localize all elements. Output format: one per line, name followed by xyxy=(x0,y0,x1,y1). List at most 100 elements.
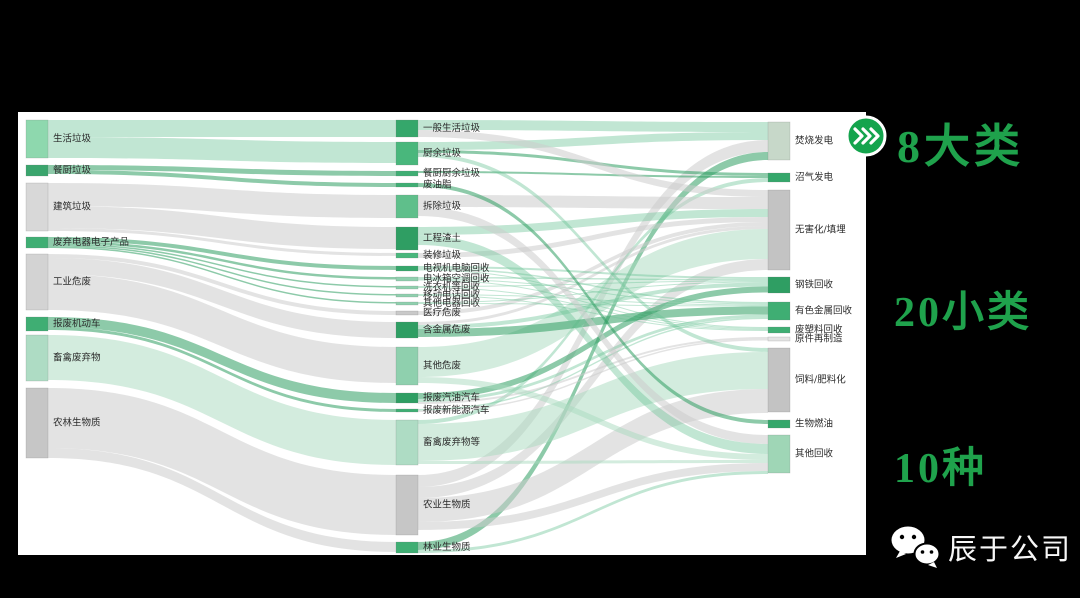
sankey-node-label-M4: 拆除垃圾 xyxy=(423,200,462,212)
sankey-link-M11-R3 xyxy=(418,281,768,303)
sankey-node-label-R5: 废塑料回收 xyxy=(795,324,843,336)
sankey-node-label-L0: 生活垃圾 xyxy=(53,133,92,145)
annotation-8-categories: 8大类 xyxy=(897,121,1024,172)
sankey-node-label-M19: 林业生物质 xyxy=(423,541,471,553)
sankey-link-M1-R0 xyxy=(418,132,768,150)
sankey-link-L2-M6 xyxy=(48,228,396,256)
sankey-node-label-M10: 移动电话回收 xyxy=(423,289,481,301)
sankey-node-R1 xyxy=(767,172,791,183)
brand-footer: 辰于公司 xyxy=(890,524,1072,570)
sankey-node-L1 xyxy=(25,164,49,177)
sankey-node-label-M16: 报废新能源汽车 xyxy=(423,404,490,416)
sankey-link-M18-R2 xyxy=(418,259,768,498)
sankey-link-M4-R9 xyxy=(418,207,768,444)
sankey-link-L7-M19 xyxy=(48,448,396,552)
sankey-node-label-M14: 其他危废 xyxy=(423,360,462,372)
sankey-link-M7-R3 xyxy=(418,266,768,279)
sankey-node-L2 xyxy=(25,182,49,232)
sankey-link-M8-R3 xyxy=(418,277,768,281)
sankey-node-R2 xyxy=(767,189,791,271)
annotation-10-types: 10种 xyxy=(894,446,988,492)
sankey-link-M0-R0 xyxy=(418,120,768,132)
sankey-link-L4-M13 xyxy=(48,258,396,338)
sankey-link-M4-R2 xyxy=(418,195,768,209)
sankey-node-L0 xyxy=(25,119,49,159)
sankey-node-M4 xyxy=(395,194,419,219)
sankey-link-M7-R5 xyxy=(418,269,768,328)
sankey-node-label-M9: 洗衣机等回收 xyxy=(423,281,481,293)
sankey-node-label-M3: 废油脂 xyxy=(423,179,452,191)
forward-chevrons-icon xyxy=(845,115,887,157)
sankey-node-label-R1: 沼气发电 xyxy=(795,171,834,183)
sankey-node-M1 xyxy=(395,141,419,166)
sankey-node-label-L2: 建筑垃圾 xyxy=(53,201,92,213)
sankey-link-M18-R7 xyxy=(418,389,768,522)
sankey-link-M13-R2 xyxy=(418,226,768,325)
sankey-link-M16-R6 xyxy=(418,339,768,412)
sankey-node-label-M17: 畜禽废弃物等 xyxy=(423,436,481,448)
sankey-node-R3 xyxy=(767,276,791,294)
sankey-link-L3-M11 xyxy=(48,246,396,304)
sankey-link-M14-R9 xyxy=(418,377,768,460)
sankey-link-M12-R2 xyxy=(418,222,768,315)
sankey-link-M15-R3 xyxy=(418,286,768,399)
sankey-node-label-R8: 生物燃油 xyxy=(795,418,833,430)
sankey-node-M9 xyxy=(395,285,419,290)
sankey-link-M3-R8 xyxy=(418,183,768,424)
sankey-node-label-M2: 餐厨厨余垃圾 xyxy=(423,167,481,179)
sankey-node-R7 xyxy=(767,347,791,413)
sankey-node-label-L6: 畜禽废弃物 xyxy=(53,352,101,364)
sankey-node-M11 xyxy=(395,301,419,306)
sankey-link-M0-R2 xyxy=(418,130,768,197)
sankey-link-M2-R1 xyxy=(418,171,768,178)
sankey-node-label-M6: 装修垃圾 xyxy=(423,249,462,261)
sankey-node-M12 xyxy=(395,310,419,316)
sankey-node-M18 xyxy=(395,474,419,536)
sankey-link-M9-R3 xyxy=(418,280,768,287)
sankey-link-L4-M12 xyxy=(48,254,396,315)
sankey-node-M19 xyxy=(395,541,419,554)
sankey-link-L6-M17 xyxy=(48,335,396,465)
sankey-link-M5-R2 xyxy=(418,209,768,235)
sankey-node-label-R2: 无害化/填埋 xyxy=(795,224,846,236)
sankey-link-M13-R3 xyxy=(418,282,768,329)
sankey-link-L5-M15 xyxy=(48,317,396,403)
sankey-node-label-M12: 医疗危废 xyxy=(423,307,462,319)
sankey-node-R8 xyxy=(767,419,791,429)
sankey-node-label-R3: 钢铁回收 xyxy=(795,279,834,291)
sankey-node-R6 xyxy=(767,336,791,342)
sankey-link-L3-M8 xyxy=(48,241,396,280)
sankey-node-M16 xyxy=(395,408,419,413)
sankey-link-M19-R0 xyxy=(418,152,768,550)
sankey-link-L1-M3 xyxy=(48,170,396,187)
sankey-node-label-R7: 饲料/肥料化 xyxy=(795,374,846,386)
sankey-node-L4 xyxy=(25,253,49,311)
sankey-link-L3-M7 xyxy=(48,237,396,270)
sankey-node-label-M11: 其他电器回收 xyxy=(423,297,481,309)
sankey-link-M19-R9 xyxy=(418,471,768,553)
sankey-node-label-M8: 电冰箱空调回收 xyxy=(423,273,490,285)
sankey-node-M6 xyxy=(395,252,419,259)
sankey-link-L7-M18 xyxy=(48,388,396,535)
sankey-link-L2-M4 xyxy=(48,183,396,218)
sankey-node-label-M13: 含金属危废 xyxy=(423,324,471,336)
sankey-link-M9-R5 xyxy=(418,287,768,330)
sankey-link-M17-R7 xyxy=(418,352,768,461)
sankey-link-L4-M14 xyxy=(48,274,396,383)
sankey-link-M18-R9 xyxy=(418,463,768,530)
sankey-node-R4 xyxy=(767,301,791,321)
sankey-node-label-M5: 工程渣土 xyxy=(423,232,462,244)
sankey-node-label-L5: 报废机动车 xyxy=(53,318,101,330)
sankey-link-L3-M9 xyxy=(48,243,396,288)
sankey-node-M14 xyxy=(395,346,419,386)
annotation-20-subcategories: 20小类 xyxy=(894,290,1033,336)
sankey-link-L3-M10 xyxy=(48,245,396,296)
sankey-node-label-L1: 餐厨垃圾 xyxy=(53,164,92,176)
sankey-node-M8 xyxy=(395,276,419,282)
sankey-node-label-R4: 有色金属回收 xyxy=(795,305,853,317)
sankey-link-M10-R5 xyxy=(418,295,768,331)
sankey-node-L6 xyxy=(25,334,49,382)
sankey-node-label-L3: 废弃电器电子产品 xyxy=(53,236,129,248)
